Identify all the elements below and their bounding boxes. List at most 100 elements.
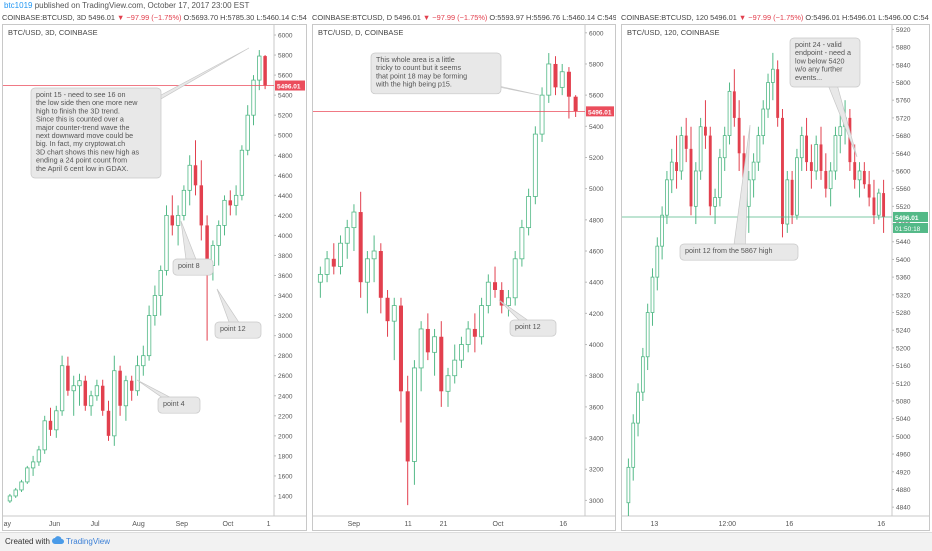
candle-body	[809, 162, 813, 171]
close-value: C:54	[913, 13, 929, 22]
candle-body	[77, 380, 82, 387]
y-tick-label: 3600	[278, 273, 293, 280]
y-tick-label: 2400	[278, 393, 293, 400]
candle-body	[799, 135, 804, 159]
candle-body	[790, 179, 794, 216]
candle-body	[344, 227, 350, 244]
x-tick-label: 12:00	[719, 521, 737, 528]
y-tick-label: 3000	[278, 333, 293, 340]
footer-bar: Created with TradingView	[0, 532, 932, 551]
candle-body	[833, 135, 838, 172]
y-tick-label: 4000	[278, 233, 293, 240]
annotation-callout[interactable]: This whole area is a little tricky to cou…	[370, 52, 540, 96]
candle-body	[655, 245, 660, 278]
y-tick-label: 5320	[896, 292, 911, 299]
chart-frame[interactable]: BTC/USD, 3D, COINBASE 1400 1600 1800 2000 220…	[2, 24, 307, 531]
y-tick-label: 4920	[896, 469, 911, 476]
candle-body	[36, 449, 42, 463]
candle-body	[867, 184, 871, 198]
y-tick-label: 1400	[278, 493, 293, 500]
low-value: L:5460.14	[562, 13, 596, 22]
candle-body	[30, 461, 36, 469]
y-tick-label: 5880	[896, 45, 911, 52]
y-tick-label: 3400	[278, 293, 293, 300]
candle-body	[756, 135, 761, 163]
candle-body	[459, 344, 464, 361]
annotation-callout[interactable]: point 12 from the 5867 high	[679, 124, 799, 261]
candle-body	[771, 68, 775, 83]
candle-body	[713, 197, 717, 207]
y-tick-label: 5600	[589, 93, 604, 100]
candle-body	[485, 281, 491, 306]
y-tick-label: 5400	[278, 93, 293, 100]
candle-body	[519, 227, 525, 260]
chart-frame[interactable]: BTC/USD, D, COINBASE 3000 3200 3400 3600 3800…	[312, 24, 616, 531]
candle-body	[71, 385, 76, 392]
close-value: C:54	[291, 13, 307, 22]
y-tick-label: 4600	[278, 173, 293, 180]
annotation-callout[interactable]: point 24 - valid endpoint - need a low bel…	[789, 37, 861, 158]
x-tick-label: 13	[651, 521, 659, 528]
tradingview-logo-text[interactable]: TradingView	[66, 537, 111, 546]
candle-body	[439, 336, 444, 392]
candle-body	[824, 170, 828, 189]
candle-body	[94, 385, 100, 397]
y-tick-label: 5520	[896, 204, 911, 211]
candle-body	[795, 157, 799, 216]
candle-body	[239, 149, 245, 196]
high-value: H:5496.01	[842, 13, 877, 22]
candle-body	[199, 185, 204, 226]
last-price: 5496.01	[394, 13, 421, 22]
candle-body	[205, 225, 209, 266]
x-tick-label: Sep	[176, 521, 189, 528]
candle-body	[187, 164, 192, 191]
candle-body	[669, 161, 674, 181]
annotation-text: point 15 - need to see 16 on the low side…	[36, 90, 139, 173]
chart-frame[interactable]: BTC/USD, 120, COINBASE 4840 4880 4920 4960 50…	[621, 24, 930, 531]
tradingview-cloud-icon	[52, 536, 64, 544]
symbol-line: COINBASE:BTCUSD, 3D 5496.01 ▼ −97.99 (−1…	[2, 11, 307, 24]
candle-body	[665, 179, 669, 216]
y-tick-label: 5200	[278, 113, 293, 120]
candle-body	[785, 179, 790, 225]
y-tick-label: 5680	[896, 133, 911, 140]
last-price-tag-text: 5496.01	[588, 109, 612, 116]
chart-svg[interactable]: BTC/USD, 120, COINBASE 4840 4880 4920 4960 50…	[622, 25, 929, 530]
candle-body	[118, 370, 122, 406]
candle-body	[761, 108, 766, 136]
annotation-callout[interactable]: point 12	[214, 288, 262, 339]
annotation-callout[interactable]: point 8	[172, 220, 214, 276]
chart-svg[interactable]: BTC/USD, D, COINBASE 3000 3200 3400 3600 3800…	[313, 25, 615, 530]
last-price: 5496.01	[710, 13, 737, 22]
candle-body	[882, 193, 886, 217]
x-tick-label: Oct	[222, 521, 233, 528]
candle-body	[13, 489, 18, 497]
x-tick-label: 21	[440, 521, 448, 528]
annotation-box	[172, 258, 214, 276]
candle-body	[88, 395, 94, 407]
candle-body	[626, 466, 631, 504]
x-tick-label: 16	[877, 521, 885, 528]
annotation-callout[interactable]: point 4	[136, 379, 201, 414]
author-link[interactable]: btc1019	[4, 1, 33, 10]
candle-body	[59, 365, 65, 412]
candle-body	[391, 305, 397, 322]
y-tick-label: 5240	[896, 328, 911, 335]
candle-body	[641, 356, 645, 393]
y-tick-label: 5000	[589, 186, 604, 193]
annotation-callout[interactable]: point 12	[498, 299, 557, 337]
annotation-text: point 4	[163, 399, 185, 408]
candle-body	[698, 126, 703, 172]
candle-body	[636, 391, 640, 424]
candle-body	[684, 135, 688, 149]
candle-body	[679, 135, 684, 172]
last-price-tag	[275, 80, 305, 91]
candle-body	[418, 328, 424, 369]
annotation-callout[interactable]: point 15 - need to see 16 on the low side…	[30, 47, 250, 179]
candle-body	[512, 258, 518, 299]
last-price-tag	[586, 106, 614, 117]
chart-svg[interactable]: BTC/USD, 3D, COINBASE 1400 1600 1800 2000 220…	[3, 25, 306, 530]
x-tick-label: 16	[786, 521, 794, 528]
annotation-box	[509, 319, 557, 337]
symbol-name: COINBASE:BTCUSD, 3D	[2, 13, 87, 22]
